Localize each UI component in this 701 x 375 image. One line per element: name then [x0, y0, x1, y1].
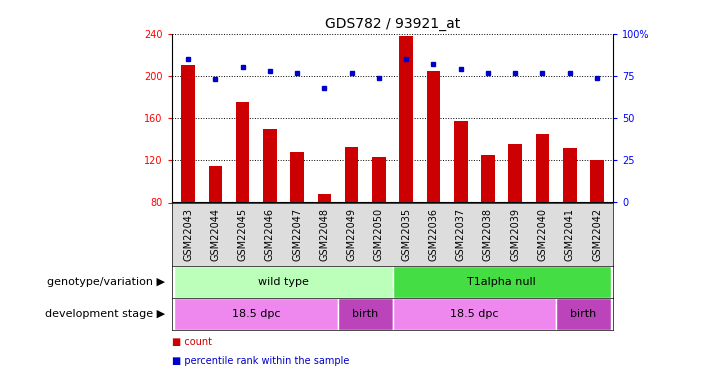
Bar	[175, 298, 338, 330]
Text: GSM22037: GSM22037	[456, 208, 465, 261]
Text: GSM22038: GSM22038	[483, 208, 493, 261]
Text: GSM22043: GSM22043	[183, 208, 193, 261]
Text: GSM22047: GSM22047	[292, 208, 302, 261]
Text: GSM22049: GSM22049	[347, 208, 357, 261]
Bar	[590, 160, 604, 202]
Text: GSM22048: GSM22048	[320, 208, 329, 261]
Bar	[182, 65, 195, 203]
Text: GSM22039: GSM22039	[510, 208, 520, 261]
Bar	[236, 102, 250, 202]
Bar	[563, 148, 577, 202]
Bar	[175, 266, 393, 298]
Text: GSM22050: GSM22050	[374, 208, 384, 261]
Bar	[338, 298, 393, 330]
Bar	[393, 298, 556, 330]
Bar	[400, 36, 413, 203]
Bar	[345, 147, 358, 202]
Bar	[372, 157, 386, 203]
Text: genotype/variation ▶: genotype/variation ▶	[47, 277, 165, 287]
Bar	[481, 155, 495, 203]
Bar	[427, 70, 440, 202]
Text: T1alpha null: T1alpha null	[468, 277, 536, 287]
Bar	[209, 166, 222, 202]
Text: wild type: wild type	[258, 277, 309, 287]
Text: ■ percentile rank within the sample: ■ percentile rank within the sample	[172, 356, 349, 366]
Text: GSM22036: GSM22036	[428, 208, 438, 261]
Text: GSM22042: GSM22042	[592, 208, 602, 261]
Text: birth: birth	[352, 309, 379, 319]
Text: GSM22041: GSM22041	[565, 208, 575, 261]
Bar	[556, 298, 611, 330]
Text: development stage ▶: development stage ▶	[45, 309, 165, 319]
Text: GSM22035: GSM22035	[401, 208, 411, 261]
Text: GSM22044: GSM22044	[210, 208, 220, 261]
Bar	[393, 266, 611, 298]
Bar	[290, 152, 304, 202]
Text: GSM22040: GSM22040	[538, 208, 547, 261]
Bar	[454, 121, 468, 202]
Text: 18.5 dpc: 18.5 dpc	[232, 309, 280, 319]
Bar	[263, 129, 277, 202]
Text: birth: birth	[570, 309, 597, 319]
Bar	[318, 194, 331, 202]
Title: GDS782 / 93921_at: GDS782 / 93921_at	[325, 17, 460, 32]
Text: ■ count: ■ count	[172, 338, 212, 348]
Text: GSM22046: GSM22046	[265, 208, 275, 261]
Text: GSM22045: GSM22045	[238, 208, 247, 261]
Bar	[508, 144, 522, 202]
Bar	[536, 134, 550, 202]
Text: 18.5 dpc: 18.5 dpc	[450, 309, 498, 319]
